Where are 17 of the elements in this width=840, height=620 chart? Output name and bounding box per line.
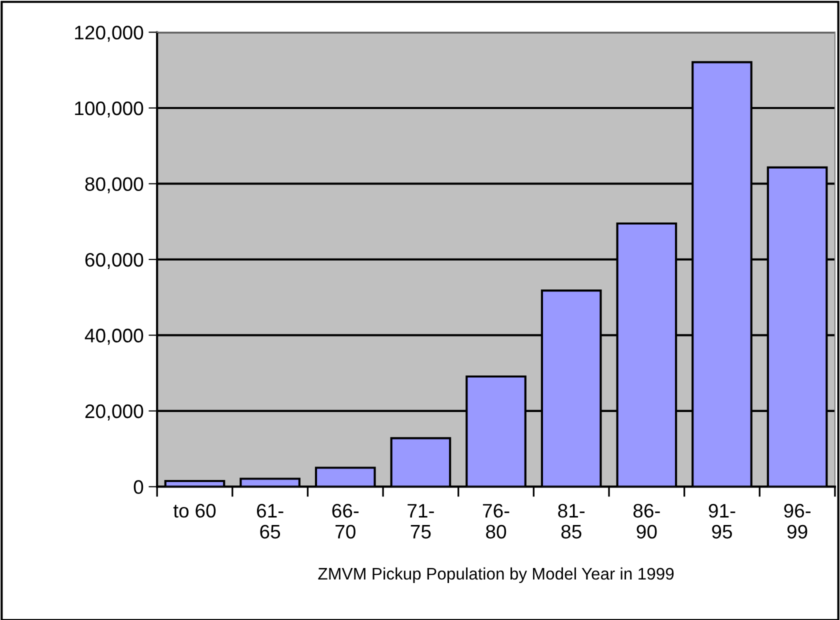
- x-axis-title: ZMVM Pickup Population by Model Year in 1999: [318, 567, 674, 583]
- y-tick-label: 40,000: [84, 328, 144, 345]
- x-tick-label: 71- 75: [408, 504, 434, 539]
- x-tick-label: to 60: [173, 504, 216, 518]
- x-tick-label: 76- 80: [482, 504, 510, 539]
- x-tick-label: 96- 99: [784, 504, 810, 539]
- y-tick-label: 100,000: [75, 101, 144, 118]
- x-tick-label: 86- 90: [633, 504, 660, 539]
- y-tick-label: 20,000: [85, 404, 144, 420]
- y-tick-label: 120,000: [75, 26, 144, 42]
- x-tick-label: 81- 85: [558, 504, 585, 539]
- y-tick-label: 0: [134, 480, 144, 494]
- x-tick-label: 91- 95: [708, 504, 736, 539]
- y-tick-label: 60,000: [85, 252, 144, 270]
- x-tick-label: 61- 65: [256, 504, 284, 539]
- x-tick-label: 66- 70: [332, 504, 359, 539]
- y-tick-label: 80,000: [85, 177, 144, 194]
